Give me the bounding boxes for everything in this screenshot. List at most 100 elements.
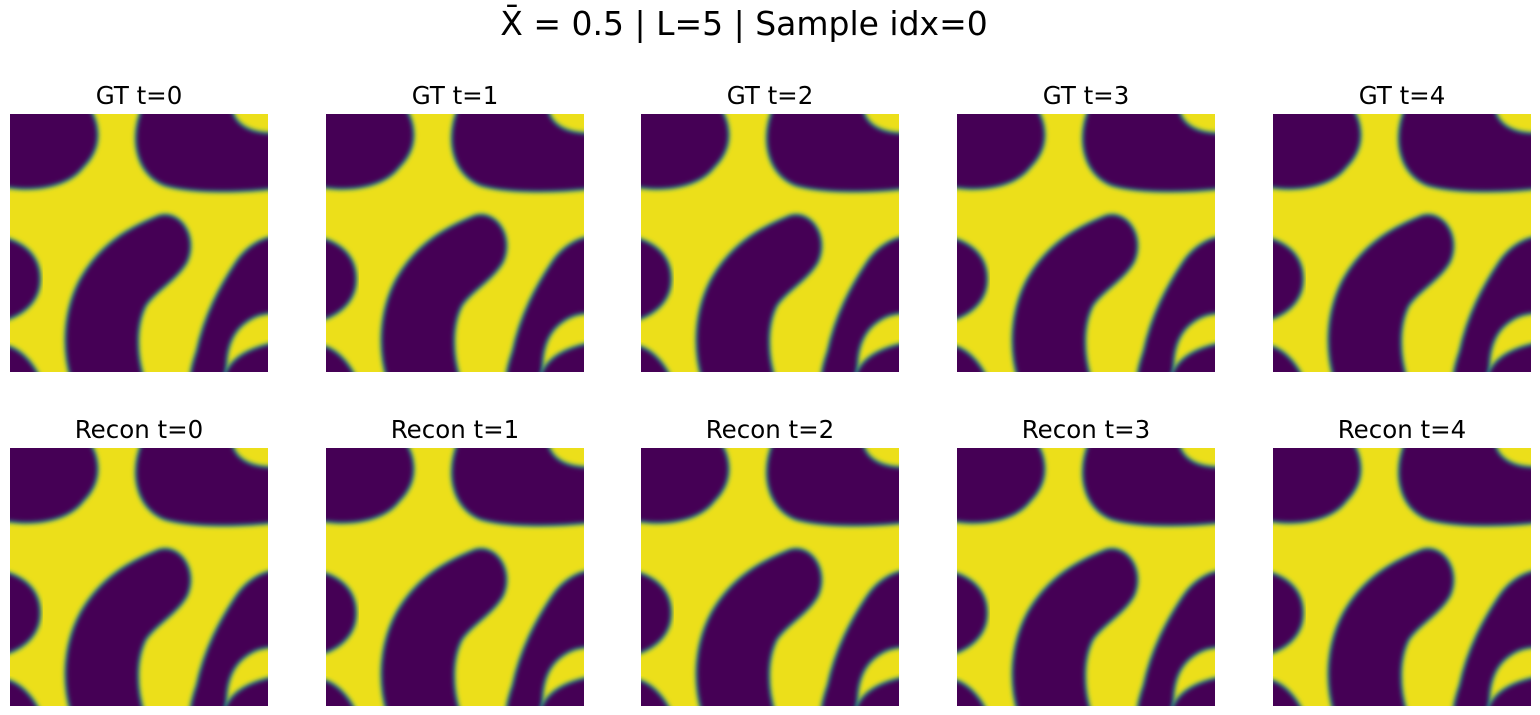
blob-right-middle bbox=[820, 236, 899, 372]
blob-bottom-left bbox=[957, 679, 986, 706]
blob-left-middle bbox=[1273, 572, 1305, 654]
blob-bottom-right bbox=[224, 677, 268, 706]
heatmap-image-gt-t1 bbox=[326, 114, 584, 372]
blob-left-middle bbox=[957, 238, 989, 320]
blob-top-right bbox=[1397, 448, 1531, 527]
blob-top-left bbox=[641, 114, 730, 190]
blob-center bbox=[64, 213, 192, 372]
panel-recon-t2: Recon t=2 bbox=[641, 414, 899, 706]
blob-top-left bbox=[10, 448, 99, 524]
blob-top-right bbox=[1081, 114, 1215, 193]
blob-bottom-right bbox=[1171, 677, 1215, 706]
panel-gt-t2: GT t=2 bbox=[641, 80, 899, 372]
blob-top-left bbox=[326, 448, 415, 524]
blob-right-middle bbox=[1136, 570, 1215, 706]
blob-center bbox=[695, 547, 823, 706]
blob-left-middle bbox=[326, 238, 358, 320]
blob-bottom-right bbox=[1487, 343, 1531, 372]
blob-bottom-right bbox=[224, 343, 268, 372]
blob-top-right bbox=[765, 448, 899, 527]
panel-recon-t0: Recon t=0 bbox=[10, 414, 268, 706]
heatmap-image-recon-t4 bbox=[1273, 448, 1531, 706]
panel-gt-t1: GT t=1 bbox=[326, 80, 584, 372]
blob-top-right bbox=[765, 114, 899, 193]
blob-bottom-right bbox=[1487, 677, 1531, 706]
heatmap-image-recon-t0 bbox=[10, 448, 268, 706]
panel-title-recon-t1: Recon t=1 bbox=[390, 415, 520, 444]
blob-right-middle bbox=[1136, 236, 1215, 372]
blob-top-left bbox=[1273, 114, 1362, 190]
blob-left-middle bbox=[957, 572, 989, 654]
panel-title-gt-t3: GT t=3 bbox=[1042, 81, 1130, 110]
heatmap-image-recon-t3 bbox=[957, 448, 1215, 706]
blob-bottom-right bbox=[855, 343, 899, 372]
blob-center bbox=[1011, 213, 1139, 372]
panel-title-recon-t3: Recon t=3 bbox=[1021, 415, 1151, 444]
blob-left-middle bbox=[10, 572, 42, 654]
panel-title-recon-t0: Recon t=0 bbox=[74, 415, 204, 444]
blob-left-middle bbox=[641, 238, 673, 320]
blob-right-middle bbox=[505, 570, 584, 706]
blob-top-left bbox=[1273, 448, 1362, 524]
blob-center bbox=[1327, 547, 1455, 706]
blob-bottom-left bbox=[326, 679, 355, 706]
blob-center bbox=[1011, 547, 1139, 706]
panel-gt-t3: GT t=3 bbox=[957, 80, 1215, 372]
blob-right-middle bbox=[505, 236, 584, 372]
panel-gt-t0: GT t=0 bbox=[10, 80, 268, 372]
heatmap-image-gt-t3 bbox=[957, 114, 1215, 372]
blob-center bbox=[695, 213, 823, 372]
panel-gt-t4: GT t=4 bbox=[1273, 80, 1531, 372]
blob-right-middle bbox=[1452, 570, 1531, 706]
blob-left-middle bbox=[641, 572, 673, 654]
panel-recon-t4: Recon t=4 bbox=[1273, 414, 1531, 706]
blob-top-right bbox=[1081, 448, 1215, 527]
blob-top-right bbox=[134, 114, 268, 193]
panel-title-gt-t4: GT t=4 bbox=[1358, 81, 1446, 110]
blob-bottom-left bbox=[641, 345, 670, 372]
blob-top-left bbox=[957, 448, 1046, 524]
heatmap-image-gt-t0 bbox=[10, 114, 268, 372]
blob-bottom-left bbox=[957, 345, 986, 372]
blob-center bbox=[380, 213, 508, 372]
panel-title-recon-t4: Recon t=4 bbox=[1337, 415, 1467, 444]
blob-top-right bbox=[450, 114, 584, 193]
panel-recon-t1: Recon t=1 bbox=[326, 414, 584, 706]
blob-left-middle bbox=[1273, 238, 1305, 320]
heatmap-image-recon-t2 bbox=[641, 448, 899, 706]
heatmap-image-gt-t4 bbox=[1273, 114, 1531, 372]
blob-top-left bbox=[641, 448, 730, 524]
blob-right-middle bbox=[820, 570, 899, 706]
blob-bottom-right bbox=[540, 343, 584, 372]
blob-left-middle bbox=[326, 572, 358, 654]
blob-right-middle bbox=[1452, 236, 1531, 372]
heatmap-image-recon-t1 bbox=[326, 448, 584, 706]
blob-left-middle bbox=[10, 238, 42, 320]
figure-suptitle: X̄ = 0.5 | L=5 | Sample idx=0 bbox=[500, 4, 988, 43]
blob-bottom-left bbox=[10, 345, 39, 372]
blob-top-right bbox=[1397, 114, 1531, 193]
blob-center bbox=[380, 547, 508, 706]
blob-bottom-right bbox=[1171, 343, 1215, 372]
blob-top-right bbox=[450, 448, 584, 527]
blob-center bbox=[64, 547, 192, 706]
panel-title-gt-t2: GT t=2 bbox=[726, 81, 814, 110]
blob-bottom-right bbox=[540, 677, 584, 706]
panel-title-gt-t0: GT t=0 bbox=[95, 81, 183, 110]
blob-top-right bbox=[134, 448, 268, 527]
blob-right-middle bbox=[189, 236, 268, 372]
blob-bottom-left bbox=[10, 679, 39, 706]
blob-bottom-right bbox=[855, 677, 899, 706]
blob-bottom-left bbox=[326, 345, 355, 372]
panel-title-gt-t1: GT t=1 bbox=[411, 81, 499, 110]
panel-recon-t3: Recon t=3 bbox=[957, 414, 1215, 706]
heatmap-image-gt-t2 bbox=[641, 114, 899, 372]
blob-right-middle bbox=[189, 570, 268, 706]
blob-center bbox=[1327, 213, 1455, 372]
blob-top-left bbox=[957, 114, 1046, 190]
blob-bottom-left bbox=[641, 679, 670, 706]
blob-top-left bbox=[326, 114, 415, 190]
blob-bottom-left bbox=[1273, 679, 1302, 706]
panel-title-recon-t2: Recon t=2 bbox=[705, 415, 835, 444]
blob-bottom-left bbox=[1273, 345, 1302, 372]
